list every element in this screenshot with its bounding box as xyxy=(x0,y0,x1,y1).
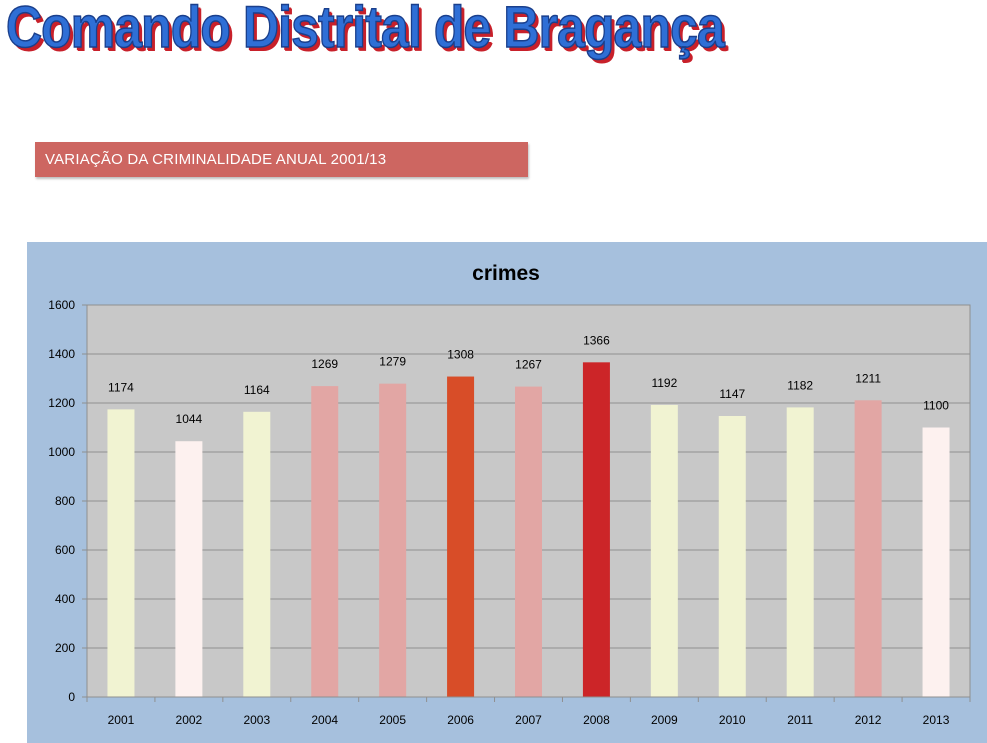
y-tick-label: 800 xyxy=(55,494,75,508)
y-tick-label: 200 xyxy=(55,641,75,655)
x-tick-label-2006: 2006 xyxy=(447,713,474,727)
x-tick-label-2012: 2012 xyxy=(855,713,882,727)
data-label-2009: 1192 xyxy=(651,376,677,390)
x-tick-label-2002: 2002 xyxy=(176,713,203,727)
y-tick-label: 400 xyxy=(55,592,75,606)
bar-2004 xyxy=(311,386,339,697)
bar-2013 xyxy=(922,427,950,697)
bar-2008 xyxy=(582,362,610,697)
y-tick-label: 1000 xyxy=(48,445,75,459)
x-tick-label-2003: 2003 xyxy=(243,713,270,727)
x-tick-label-2010: 2010 xyxy=(719,713,746,727)
y-tick-label: 1600 xyxy=(48,298,75,312)
data-label-2012: 1211 xyxy=(855,371,881,385)
y-tick-label: 1400 xyxy=(48,347,75,361)
data-label-2013: 1100 xyxy=(923,399,949,413)
x-tick-label-2007: 2007 xyxy=(515,713,542,727)
data-label-2004: 1269 xyxy=(311,357,338,371)
page-title: Comando Distrital de Bragança xyxy=(5,0,725,61)
bar-2002 xyxy=(175,441,203,697)
data-label-2005: 1279 xyxy=(379,355,406,369)
data-label-2006: 1308 xyxy=(447,348,474,362)
y-axis: 0 200 400 600 800 1000 1200 1400 1600 xyxy=(48,298,88,704)
bar-2009 xyxy=(650,404,678,697)
data-label-2002: 1044 xyxy=(176,412,203,426)
bar-chart: crimes 0 200 400 600 800 1000 1200 1400 1600 117… xyxy=(27,242,987,743)
y-tick-label: 1200 xyxy=(48,396,75,410)
bar-2001 xyxy=(107,409,135,697)
bar-2006 xyxy=(447,376,475,697)
section-banner: VARIAÇÃO DA CRIMINALIDADE ANUAL 2001/13 xyxy=(35,142,528,177)
data-label-2011: 1182 xyxy=(787,378,813,392)
bar-2011 xyxy=(786,407,814,697)
data-label-2003: 1164 xyxy=(244,383,270,397)
x-axis: 2001 2002 2003 2004 2005 2006 2007 2008 2009 2010… xyxy=(86,696,971,727)
x-tick-label-2005: 2005 xyxy=(379,713,406,727)
bar-2012 xyxy=(854,400,882,697)
chart-title: crimes xyxy=(472,262,540,285)
section-banner-text: VARIAÇÃO DA CRIMINALIDADE ANUAL 2001/13 xyxy=(45,151,387,168)
x-tick-label-2009: 2009 xyxy=(651,713,678,727)
data-label-2008: 1366 xyxy=(583,333,610,347)
data-labels: 1174 1044 1164 1269 1279 1308 1267 1366 1192 1147… xyxy=(108,333,949,426)
y-tick-label: 0 xyxy=(68,690,75,704)
bar-2005 xyxy=(379,383,407,697)
x-tick-label-2001: 2001 xyxy=(108,713,135,727)
bar-2007 xyxy=(515,386,542,697)
data-label-2001: 1174 xyxy=(108,380,134,394)
chart-container: crimes 0 200 400 600 800 1000 1200 1400 1600 117… xyxy=(27,242,987,743)
x-tick-label-2013: 2013 xyxy=(923,713,950,727)
data-label-2007: 1267 xyxy=(515,358,542,372)
x-tick-label-2004: 2004 xyxy=(311,713,338,727)
x-tick-label-2011: 2011 xyxy=(787,713,813,727)
data-label-2010: 1147 xyxy=(719,387,745,401)
bar-2010 xyxy=(718,415,746,697)
x-tick-label-2008: 2008 xyxy=(583,713,610,727)
y-tick-label: 600 xyxy=(55,543,75,557)
bar-2003 xyxy=(243,411,271,697)
bars xyxy=(107,362,950,697)
